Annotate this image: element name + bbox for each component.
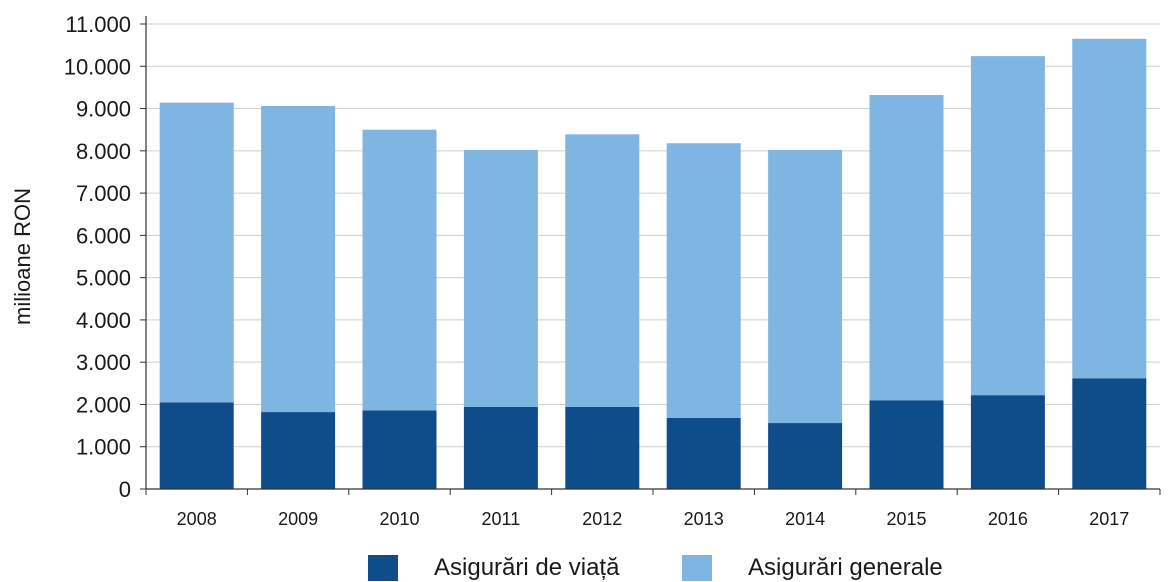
x-tick-label: 2010 xyxy=(379,509,419,529)
bar-general-insurance xyxy=(869,95,944,401)
legend-item-life: Asigurări de viață xyxy=(368,554,619,582)
y-tick-label: 7.000 xyxy=(76,181,131,206)
bar-general-insurance xyxy=(970,56,1045,396)
x-tick-label: 2011 xyxy=(482,509,521,529)
bar-general-insurance xyxy=(768,149,843,424)
legend: Asigurări de viață Asigurări generale xyxy=(0,548,1168,582)
y-tick-label: 8.000 xyxy=(76,139,131,164)
bar-life-insurance xyxy=(970,395,1045,489)
y-tick-label: 2.000 xyxy=(76,392,131,417)
stacked-bar-chart: 0 1.000 2.000 3.000 4.000 5.000 6.000 7.000 8.00… xyxy=(10,12,1161,529)
y-tick-label: 5.000 xyxy=(76,266,131,291)
y-tick-label: 4.000 xyxy=(76,308,131,333)
bar-general-insurance xyxy=(362,129,437,411)
bar-general-insurance xyxy=(261,106,336,413)
bar-life-insurance xyxy=(463,406,538,489)
y-tick-label: 10.000 xyxy=(64,54,131,79)
legend-swatch-general xyxy=(682,555,712,581)
y-tick-label: 0 xyxy=(119,477,131,502)
legend-item-general: Asigurări generale xyxy=(682,554,943,582)
y-tick-label: 3.000 xyxy=(76,350,131,375)
y-tick-label: 1.000 xyxy=(76,435,131,460)
x-tick-label: 2016 xyxy=(988,509,1028,529)
x-tick-label: 2008 xyxy=(177,509,217,529)
y-tick-label: 9.000 xyxy=(76,97,131,122)
y-axis-title: milioane RON xyxy=(10,188,35,325)
legend-swatch-life xyxy=(368,555,398,581)
legend-label-life: Asigurări de viață xyxy=(434,554,620,581)
y-tick-label: 6.000 xyxy=(76,223,131,248)
x-tick-label: 2012 xyxy=(582,509,622,529)
bar-general-insurance xyxy=(463,149,538,407)
bar-life-insurance xyxy=(565,406,640,489)
bar-life-insurance xyxy=(1072,378,1147,489)
bar-life-insurance xyxy=(362,410,437,489)
legend-label-general: Asigurări generale xyxy=(748,554,943,581)
bar-life-insurance xyxy=(159,402,234,489)
x-tick-label: 2017 xyxy=(1089,509,1129,529)
bar-life-insurance xyxy=(261,412,336,489)
x-tick-label: 2015 xyxy=(886,509,926,529)
bar-general-insurance xyxy=(565,134,640,407)
bar-life-insurance xyxy=(666,417,741,489)
bar-general-insurance xyxy=(666,143,741,418)
bar-general-insurance xyxy=(1072,38,1147,379)
y-tick-label: 11.000 xyxy=(65,12,131,37)
x-tick-label: 2009 xyxy=(278,509,318,529)
x-tick-label: 2014 xyxy=(785,509,825,529)
bar-general-insurance xyxy=(159,102,234,403)
bar-life-insurance xyxy=(869,400,944,489)
x-tick-label: 2013 xyxy=(684,509,724,529)
bar-life-insurance xyxy=(768,423,843,489)
